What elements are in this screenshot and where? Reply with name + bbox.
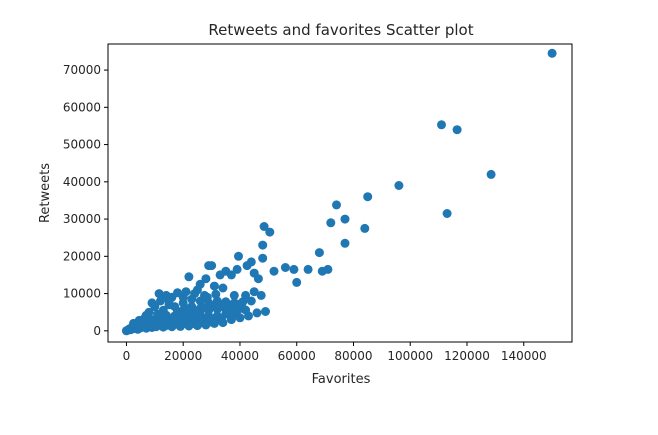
y-tick-label: 60000: [63, 100, 101, 114]
scatter-point: [201, 320, 211, 330]
scatter-point: [292, 277, 302, 287]
scatter-point: [235, 313, 245, 323]
y-tick-label: 50000: [63, 138, 101, 152]
scatter-point: [190, 289, 200, 299]
scatter-point: [232, 264, 242, 274]
scatter-point: [246, 296, 256, 306]
y-axis: 0 10000 20000 30000 40000 50000 60000 70000: [63, 63, 108, 338]
y-tick-label: 0: [93, 324, 101, 338]
scatter-point: [323, 264, 333, 274]
scatter-point: [258, 240, 268, 250]
y-tick-label: 40000: [63, 175, 101, 189]
scatter-point: [232, 299, 242, 309]
x-tick-label: 140000: [501, 349, 547, 363]
x-tick-label: 60000: [278, 349, 316, 363]
x-tick-label: 20000: [164, 349, 202, 363]
chart-title: Retweets and favorites Scatter plot: [208, 21, 473, 39]
scatter-point: [156, 315, 165, 325]
y-axis-label: Retweets: [38, 163, 53, 223]
scatter-point: [164, 295, 174, 305]
scatter-point: [229, 290, 239, 300]
scatter-point: [258, 253, 268, 263]
y-tick-label: 20000: [63, 249, 101, 263]
scatter-point: [360, 223, 370, 233]
scatter-point: [234, 251, 243, 261]
plot-area-frame: [107, 43, 573, 343]
scatter-point: [175, 321, 185, 331]
scatter-point: [394, 181, 404, 190]
scatter-point: [226, 315, 236, 325]
scatter-point: [184, 272, 194, 282]
scatter-point: [207, 301, 217, 310]
scatter-point: [158, 322, 168, 332]
x-axis-label: Favorites: [312, 372, 371, 387]
scatter-point: [181, 287, 191, 297]
scatter-point: [340, 238, 350, 248]
scatter-point: [209, 318, 219, 328]
scatter-point: [249, 287, 259, 297]
x-axis: 0 20000 40000 60000 80000 100000 120000 140000: [123, 342, 547, 363]
scatter-point: [218, 283, 228, 293]
scatter-point: [181, 304, 191, 313]
scatter-point: [289, 264, 299, 274]
scatter-point: [486, 169, 496, 179]
scatter-point: [173, 307, 182, 316]
scatter-point: [303, 264, 313, 274]
scatter-point: [280, 263, 290, 272]
scatter-point: [167, 322, 177, 332]
scatter-point: [326, 218, 336, 228]
scatter-point: [314, 248, 324, 258]
scatter-point: [192, 321, 202, 331]
scatter-point: [201, 274, 211, 284]
y-tick-label: 10000: [63, 287, 101, 301]
scatter-point: [202, 292, 212, 302]
x-tick-label: 80000: [334, 349, 372, 363]
y-tick-label: 30000: [63, 212, 101, 226]
scatter-point: [547, 48, 557, 58]
scatter-point: [184, 321, 194, 331]
x-tick-label: 40000: [221, 349, 259, 363]
scatter-point: [261, 307, 270, 316]
scatter-point: [168, 313, 178, 323]
scatter-point: [224, 307, 234, 317]
x-tick-label: 100000: [387, 349, 433, 363]
scatter-point: [215, 270, 225, 280]
scatter-point: [147, 298, 157, 308]
scatter-point: [129, 318, 138, 328]
scatter-point: [224, 300, 234, 310]
scatter-point: [265, 227, 275, 237]
scatter-point: [232, 306, 242, 316]
x-tick-label: 0: [123, 349, 131, 363]
y-tick-label: 70000: [63, 63, 101, 77]
scatter-point: [141, 310, 151, 320]
scatter-point: [340, 214, 350, 224]
scatter-point: [190, 306, 200, 316]
scatter-point: [139, 318, 148, 328]
scatter-point: [437, 120, 446, 130]
scatter-point: [253, 274, 263, 284]
scatter-point: [452, 125, 462, 135]
scatter-point: [198, 303, 208, 313]
scatter-point: [259, 222, 269, 231]
scatter-point: [215, 301, 225, 311]
x-tick-label: 120000: [444, 349, 490, 363]
scatter-point: [442, 209, 452, 218]
scatter-point: [156, 296, 165, 306]
scatter-point: [209, 281, 219, 291]
scatter-point: [173, 288, 182, 298]
scatter-point: [252, 308, 262, 318]
scatter-point: [241, 305, 251, 315]
scatter-point: [242, 261, 252, 271]
scatter-point: [211, 289, 221, 299]
scatter-point: [154, 289, 164, 299]
scatter-point: [256, 290, 266, 300]
points-layer: [121, 48, 557, 336]
scatter-point: [269, 266, 279, 276]
scatter-point: [207, 261, 217, 271]
scatter-point: [218, 318, 228, 328]
scatter-point: [332, 200, 341, 210]
scatter-point: [363, 192, 373, 202]
